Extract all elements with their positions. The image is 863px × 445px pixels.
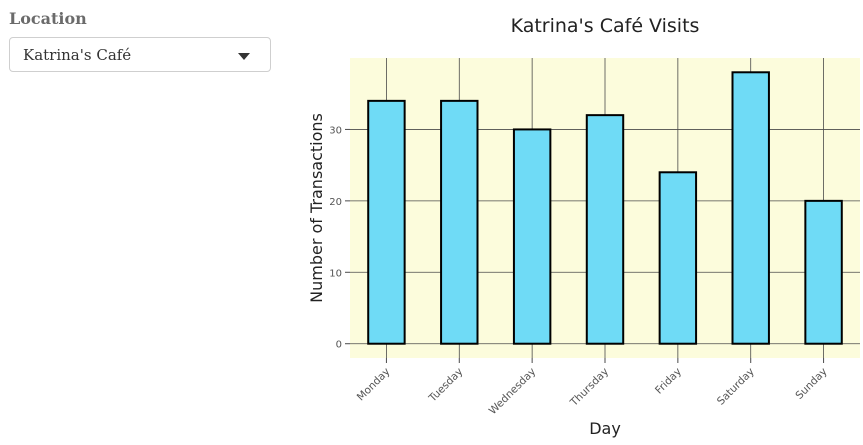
bar	[731, 71, 770, 345]
location-select[interactable]: Katrina's Café	[9, 37, 271, 72]
bar	[440, 99, 479, 345]
chart-container: 0 10 20 30 Monday Tuesday Wednesday Thursday Fr…	[300, 0, 863, 441]
x-tick-label: Monday	[355, 366, 393, 404]
location-label: Location	[9, 9, 87, 28]
location-select-value: Katrina's Café	[23, 46, 132, 64]
x-tick-label: Thursday	[567, 366, 611, 410]
caret-down-icon	[238, 53, 250, 60]
y-tick-label: 30	[329, 125, 342, 136]
bar	[804, 199, 843, 345]
x-tick-label: Saturday	[715, 366, 757, 408]
y-tick-label: 0	[336, 340, 342, 351]
x-tick-label: Wednesday	[487, 366, 538, 417]
sidebar: Location Katrina's Café	[0, 0, 290, 441]
bar	[585, 114, 625, 345]
x-tick-label: Friday	[653, 366, 684, 397]
bar	[367, 99, 406, 345]
bar	[658, 171, 698, 345]
y-tick-label: 10	[329, 268, 342, 279]
y-tick-label: 20	[329, 197, 342, 208]
y-axis-label: Number of Transactions	[307, 113, 326, 303]
x-axis-ticks: Monday Tuesday Wednesday Thursday Friday Satu…	[355, 358, 830, 417]
bar	[512, 128, 552, 345]
x-axis-label: Day	[589, 419, 621, 438]
bars	[367, 71, 843, 345]
x-tick-label: Sunday	[793, 366, 829, 402]
bar-chart: 0 10 20 30 Monday Tuesday Wednesday Thursday Fr…	[307, 15, 860, 438]
chart-title: Katrina's Café Visits	[511, 15, 700, 37]
x-tick-label: Tuesday	[426, 366, 465, 405]
y-axis-ticks: 0 10 20 30	[329, 125, 350, 351]
